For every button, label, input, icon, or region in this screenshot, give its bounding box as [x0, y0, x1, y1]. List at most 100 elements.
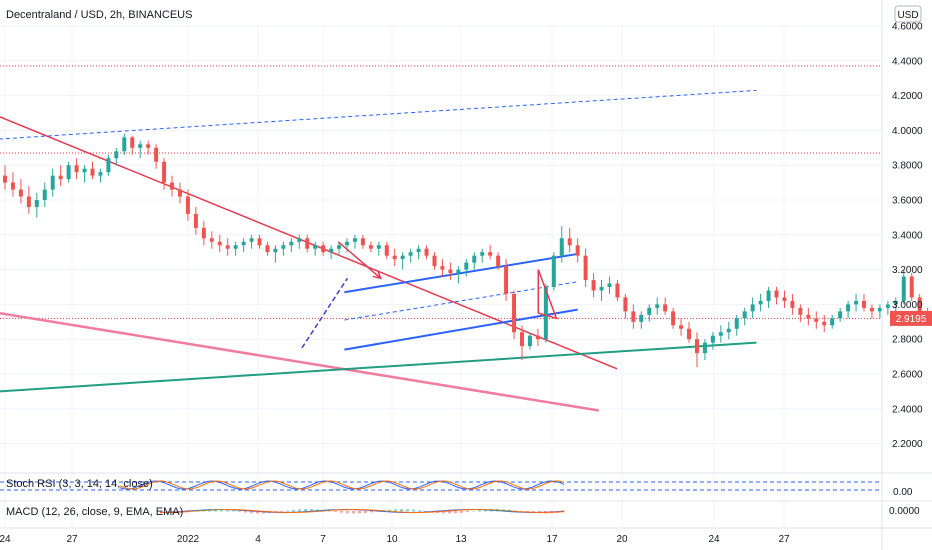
candle-body	[687, 328, 692, 340]
macd-label[interactable]: MACD (12, 26, close, 9, EMA, EMA)	[6, 506, 183, 518]
macd-histogram-bar	[322, 509, 325, 512]
macd-histogram-bar	[334, 511, 337, 513]
macd-histogram-bar	[532, 511, 535, 514]
y-tick-label: 3.0000	[892, 300, 923, 311]
candle-body	[98, 172, 103, 176]
y-tick-label: 2.6000	[892, 370, 923, 381]
candle-body	[551, 255, 556, 287]
macd-histogram-bar	[370, 511, 373, 513]
macd-histogram-bar	[412, 509, 415, 512]
candle-body	[591, 280, 596, 291]
candle-body	[50, 175, 55, 190]
candle-body	[217, 241, 222, 246]
macd-histogram-bar	[364, 511, 367, 514]
macd-histogram-bar	[268, 511, 271, 514]
y-tick-label: 4.0000	[892, 126, 923, 137]
macd-histogram-bar	[424, 510, 427, 512]
candle-body	[647, 307, 652, 315]
chart-title: Decentraland / USD, 2h, BINANCEUS	[6, 9, 192, 21]
candle-body	[869, 307, 874, 312]
candle-body	[424, 248, 429, 256]
macd-histogram-bar	[448, 511, 451, 514]
macd-histogram-bar	[418, 510, 421, 512]
macd-histogram-bar	[538, 511, 541, 514]
candle-body	[3, 175, 7, 183]
candle-body	[74, 165, 79, 173]
candle-body	[352, 238, 357, 242]
macd-histogram-bar	[556, 511, 559, 513]
candle-body	[583, 255, 588, 281]
candle-body	[305, 238, 310, 249]
candle-body	[360, 238, 365, 246]
x-tick-label: 10	[386, 534, 398, 545]
macd-histogram-bar	[202, 509, 205, 512]
x-tick-label: 17	[546, 534, 558, 545]
candle-body	[822, 321, 827, 326]
candle-body	[774, 290, 779, 298]
candle-body	[631, 311, 636, 322]
macd-histogram-bar	[526, 511, 529, 513]
candle-body	[138, 144, 143, 148]
candle-body	[376, 245, 381, 249]
macd-histogram-bar	[544, 511, 547, 514]
annotations	[301, 241, 558, 349]
x-tick-label: 27	[66, 534, 78, 545]
macd-histogram-bar	[304, 509, 307, 512]
y-tick-label: 3.2000	[892, 265, 923, 276]
candle-body	[663, 304, 668, 312]
candle-body	[249, 238, 254, 242]
candle-body	[289, 241, 294, 246]
macd-histogram-bar	[316, 509, 319, 512]
candle-body	[82, 168, 87, 173]
candle-body	[193, 213, 198, 228]
y-tick-label: 4.4000	[892, 56, 923, 67]
macd-histogram-bar	[442, 511, 445, 514]
candle-body	[504, 266, 509, 294]
macd-histogram-bar	[262, 511, 265, 514]
x-axis[interactable]: 24 27 2022 4 7 10 13 17 20 24 27	[0, 534, 790, 545]
y-tick-label: 4.6000	[892, 22, 923, 33]
candle-body	[862, 300, 867, 308]
candle-body	[26, 196, 31, 207]
y-tick-label: 3.4000	[892, 230, 923, 241]
y-tick-label: 3.8000	[892, 161, 923, 172]
candle-body	[639, 314, 644, 322]
candle-body	[297, 238, 302, 242]
macd-histogram-bar	[520, 511, 523, 512]
candle-body	[130, 137, 135, 148]
candle-body	[233, 245, 238, 249]
macd-histogram-bar	[460, 511, 463, 513]
macd-histogram-bar	[496, 509, 499, 512]
candle-body	[742, 311, 747, 319]
candle-body	[710, 335, 715, 343]
candle-body	[201, 227, 206, 239]
candle-body	[496, 255, 501, 267]
macd-value: 0.0000	[889, 506, 920, 517]
macd-histogram-bar	[220, 509, 223, 512]
candle-body	[655, 304, 660, 308]
macd-histogram-bar	[232, 510, 235, 512]
macd-histogram-bar	[160, 511, 163, 514]
macd-histogram-bar	[352, 511, 355, 514]
macd-histogram-bar	[298, 509, 301, 512]
y-axis[interactable]: 4.6000 4.4000 4.2000 4.0000 3.8000 3.6000 3.40…	[892, 22, 923, 451]
macd-histogram-bar	[358, 511, 361, 514]
stoch-rsi-label[interactable]: Stoch RSI (3, 3, 14, 14, close)	[6, 478, 153, 490]
macd-histogram-bar	[250, 511, 253, 514]
macd-histogram-bar	[550, 511, 553, 514]
candle-body	[313, 245, 318, 249]
macd-histogram-bar	[274, 511, 277, 513]
candle-body	[480, 252, 485, 256]
candle-body	[18, 189, 23, 197]
macd-histogram-bar	[514, 510, 517, 512]
candle-body	[750, 304, 755, 312]
candle-body	[209, 238, 214, 242]
candle-body	[909, 276, 914, 298]
y-tick-label: 2.2000	[892, 439, 923, 450]
candle-body	[567, 238, 572, 246]
candle-body	[623, 297, 628, 312]
candle-body	[615, 283, 620, 298]
candle-body	[400, 255, 405, 260]
currency-button[interactable]: USD	[894, 5, 922, 23]
